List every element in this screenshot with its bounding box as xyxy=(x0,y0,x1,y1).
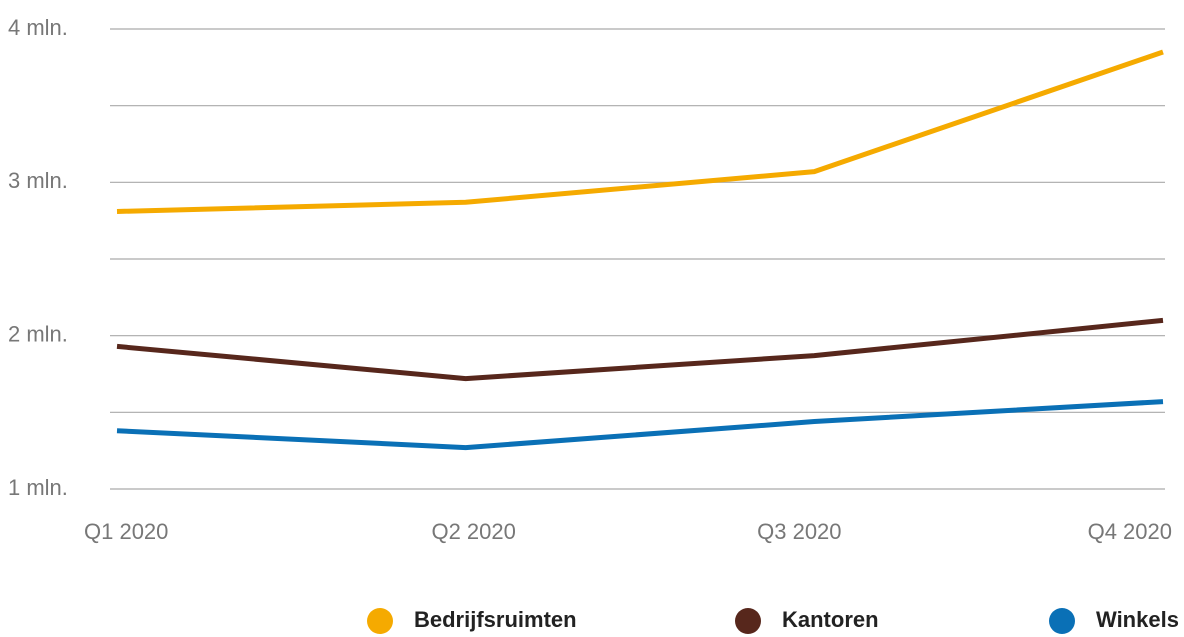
y-tick-label: 2 mln. xyxy=(8,321,68,346)
y-tick-label: 1 mln. xyxy=(8,475,68,500)
legend-label: Winkels xyxy=(1096,607,1179,632)
legend-label: Kantoren xyxy=(782,607,879,632)
y-tick-label: 3 mln. xyxy=(8,168,68,193)
x-tick-label: Q3 2020 xyxy=(757,519,841,544)
legend-marker xyxy=(367,608,393,634)
x-tick-label: Q1 2020 xyxy=(84,519,168,544)
legend-marker xyxy=(1049,608,1075,634)
line xyxy=(116,49,1164,214)
x-tick-label: Q2 2020 xyxy=(431,519,515,544)
y-tick-label: 4 mln. xyxy=(8,15,68,40)
x-tick-label: Q4 2020 xyxy=(1088,519,1172,544)
legend-label: Bedrijfsruimten xyxy=(414,607,577,632)
line xyxy=(116,399,1164,451)
legend-marker xyxy=(735,608,761,634)
line xyxy=(116,317,1164,382)
